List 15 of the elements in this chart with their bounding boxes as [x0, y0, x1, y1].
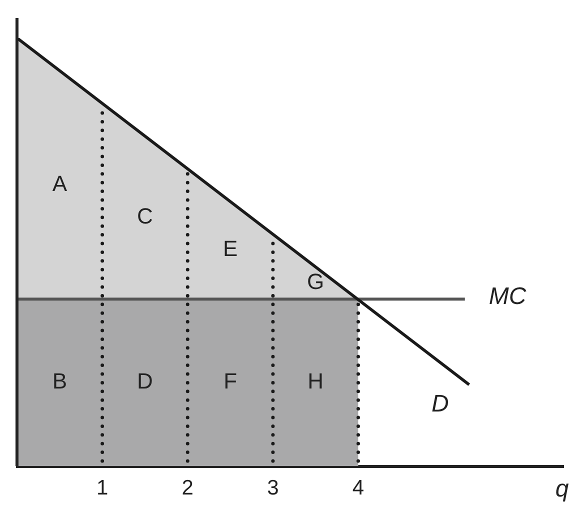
annotation: C [137, 204, 154, 229]
annotation: E [222, 236, 238, 262]
annotation: A [52, 170, 68, 196]
annotation: F [224, 368, 238, 394]
annotation: G [307, 268, 324, 294]
annotation: H [308, 368, 324, 394]
series-label: D [431, 390, 449, 418]
series-label: MC [488, 282, 527, 310]
x-tick-label: 4 [352, 476, 364, 500]
x-tick-label: 3 [267, 476, 279, 500]
annotation: D [137, 368, 153, 394]
x-axis-title: q [555, 475, 570, 502]
x-tick-label: 1 [96, 476, 108, 500]
x-tick-label: 2 [182, 476, 194, 500]
annotation: B [52, 368, 67, 394]
